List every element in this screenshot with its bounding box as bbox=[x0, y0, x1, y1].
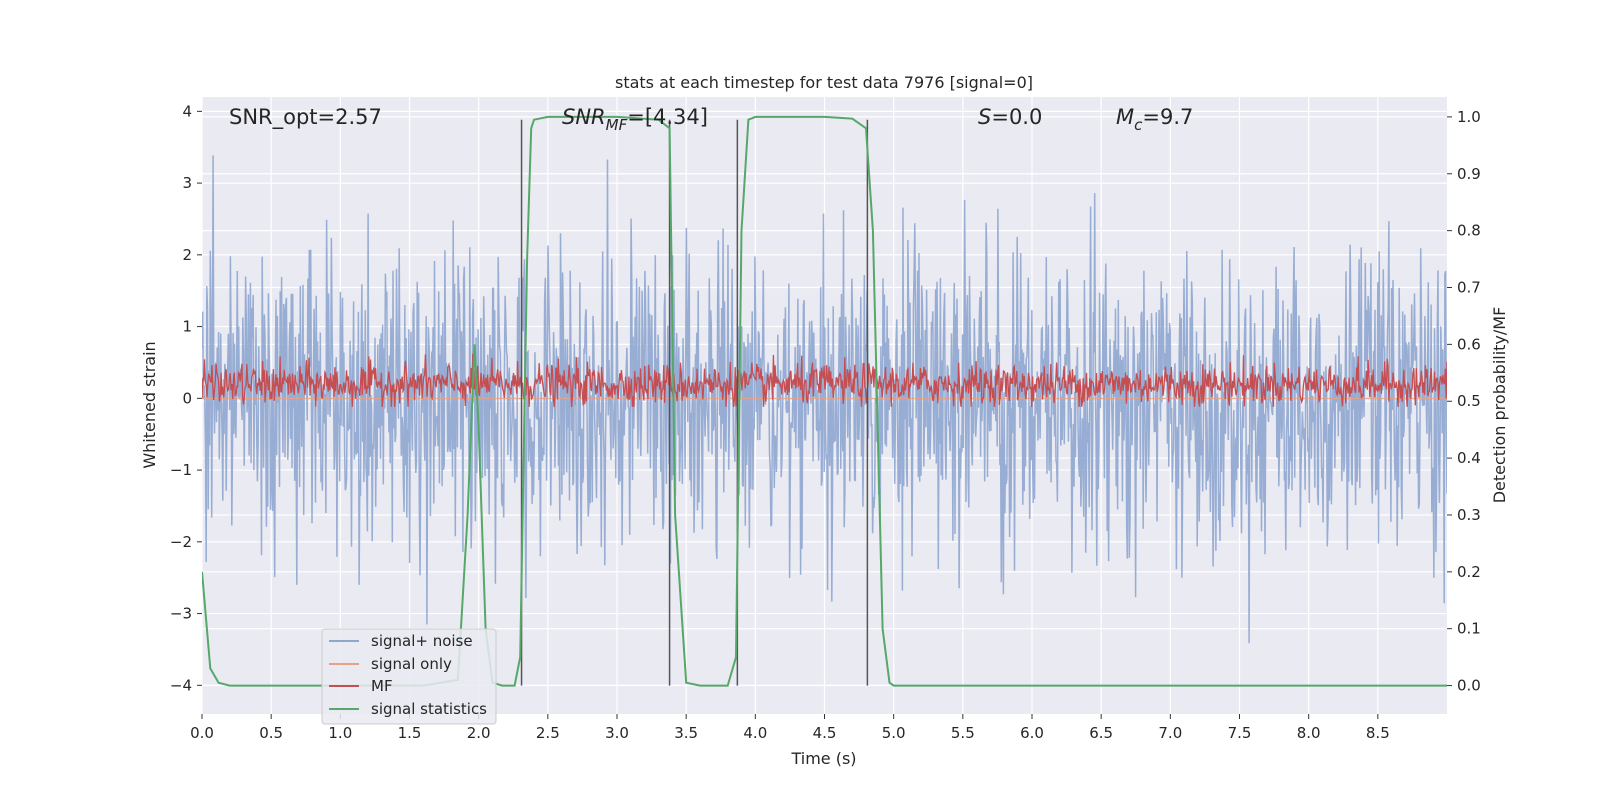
y-tick-label: −2 bbox=[170, 533, 192, 551]
annotation-snr-mf: SNRMF=[4.34] bbox=[562, 105, 708, 134]
legend-label-signal-statistics: signal statistics bbox=[371, 700, 487, 718]
y2-tick-label: 0.2 bbox=[1457, 563, 1481, 581]
y2-tick-label: 0.8 bbox=[1457, 222, 1481, 240]
annotation-mc: Mc=9.7 bbox=[1116, 105, 1193, 134]
tick-layer: 0.0 0.5 1.0 1.5 2.0 2.5 3.0 3.5 4.0 4.5 5.0 5.5 6.0 6… bbox=[170, 102, 1481, 742]
x-tick-label: 8.5 bbox=[1366, 724, 1390, 742]
legend: signal+ noise signal only MF signal stat… bbox=[321, 628, 497, 725]
y-tick-label: 0 bbox=[182, 389, 192, 407]
x-tick-label: 5.0 bbox=[882, 724, 906, 742]
y2-tick-label: 0.5 bbox=[1457, 392, 1481, 410]
y-tick-label: −1 bbox=[170, 461, 192, 479]
legend-label-mf: MF bbox=[371, 677, 393, 695]
s-value: =0.0 bbox=[991, 105, 1042, 129]
y-tick-label: 4 bbox=[182, 102, 192, 120]
series-mf bbox=[202, 353, 1447, 408]
snr-mf-sub: MF bbox=[606, 116, 628, 134]
y2-tick-label: 0.4 bbox=[1457, 449, 1481, 467]
x-axis-label: Time (s) bbox=[790, 749, 856, 768]
x-tick-label: 8.0 bbox=[1297, 724, 1321, 742]
x-tick-label: 1.0 bbox=[328, 724, 352, 742]
y-tick-label: 3 bbox=[182, 174, 192, 192]
mc-value: =9.7 bbox=[1142, 105, 1193, 129]
y-tick-label: −4 bbox=[170, 676, 192, 694]
y2-axis-label: Detection probability/MF bbox=[1490, 307, 1509, 504]
legend-label-signal-noise: signal+ noise bbox=[371, 632, 473, 650]
mc-sub: c bbox=[1134, 116, 1143, 134]
x-tick-label: 5.5 bbox=[951, 724, 975, 742]
y2-tick-label: 0.7 bbox=[1457, 279, 1481, 297]
y2-tick-label: 0.1 bbox=[1457, 620, 1481, 638]
y-tick-label: −3 bbox=[170, 605, 192, 623]
x-tick-label: 0.0 bbox=[190, 724, 214, 742]
s-var: S bbox=[978, 105, 991, 129]
mc-base: M bbox=[1116, 105, 1134, 129]
series-signal-noise bbox=[202, 155, 1447, 644]
chart-title: stats at each timestep for test data 797… bbox=[615, 73, 1033, 92]
y-tick-label: 2 bbox=[182, 246, 192, 264]
series-layer bbox=[202, 155, 1447, 644]
x-tick-label: 4.5 bbox=[813, 724, 837, 742]
y-tick-label: 1 bbox=[182, 318, 192, 336]
y2-tick-label: 0.3 bbox=[1457, 506, 1481, 524]
snr-mf-value: =[4.34] bbox=[627, 105, 708, 129]
annotation-s: S=0.0 bbox=[978, 105, 1042, 129]
x-tick-label: 2.0 bbox=[467, 724, 491, 742]
x-tick-label: 1.5 bbox=[398, 724, 422, 742]
y-axis-label: Whitened strain bbox=[140, 341, 159, 468]
legend-label-signal-only: signal only bbox=[371, 655, 452, 673]
x-tick-label: 3.5 bbox=[674, 724, 698, 742]
x-tick-label: 6.0 bbox=[1020, 724, 1044, 742]
x-tick-label: 7.5 bbox=[1228, 724, 1252, 742]
x-tick-label: 4.0 bbox=[743, 724, 767, 742]
x-tick-label: 6.5 bbox=[1089, 724, 1113, 742]
legend-box bbox=[321, 628, 497, 725]
y2-tick-label: 0.9 bbox=[1457, 165, 1481, 183]
x-tick-label: 7.0 bbox=[1158, 724, 1182, 742]
annotation-snr-opt: SNR_opt=2.57 bbox=[229, 105, 382, 130]
y2-tick-label: 0.6 bbox=[1457, 335, 1481, 353]
y2-tick-label: 1.0 bbox=[1457, 108, 1481, 126]
y2-tick-label: 0.0 bbox=[1457, 677, 1481, 695]
snr-mf-base: SNR bbox=[562, 105, 606, 129]
x-tick-label: 2.5 bbox=[536, 724, 560, 742]
x-tick-label: 0.5 bbox=[259, 724, 283, 742]
x-tick-label: 3.0 bbox=[605, 724, 629, 742]
